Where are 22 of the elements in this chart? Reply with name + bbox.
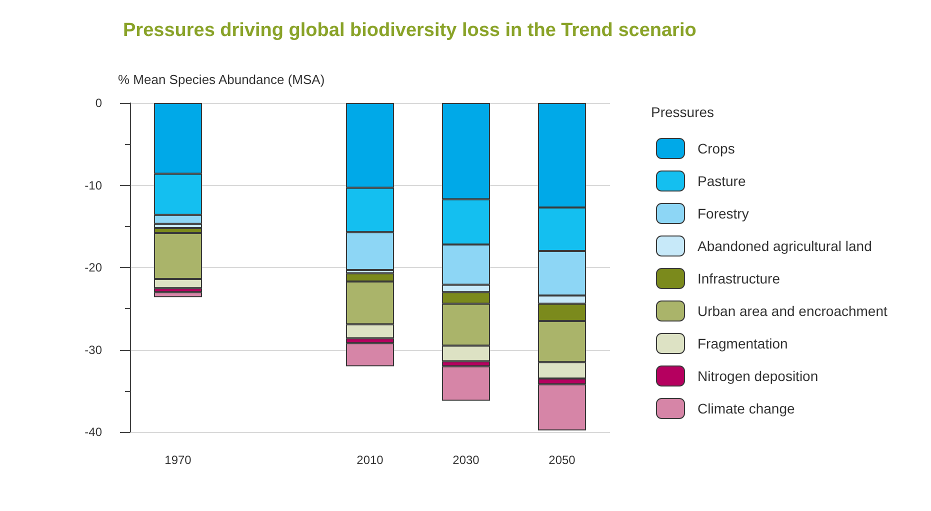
x-tick-label: 2030 [452,453,480,467]
legend-title: Pressures [651,104,714,120]
y-tick-label: -20 [84,260,102,274]
x-tick-label: 2050 [548,453,576,467]
y-tick-label: -10 [84,178,102,192]
x-tick-label: 1970 [164,453,192,467]
x-tick-label: 2010 [356,453,384,467]
legend-label: Abandoned agricultural land [698,238,872,254]
y-tick-label: -40 [84,425,102,439]
bar [154,292,202,298]
legend-label: Fragmentation [698,336,788,352]
legend-label: Infrastructure [698,270,780,286]
y-tick-label: -30 [84,342,102,357]
legend-label: Pasture [698,173,746,189]
legend-label: Nitrogen deposition [698,368,818,384]
legend-label: Forestry [698,206,749,222]
chart-title: Pressures driving global biodiversity loss in the Trend scenario [123,20,696,41]
y-tick-label: 0 [95,96,102,110]
legend-label: Urban area and encroachment [698,303,888,319]
legend-label: Crops [698,140,735,156]
y-axis-title: % Mean Species Abundance (MSA) [118,72,325,87]
legend-label: Climate change [698,400,795,416]
